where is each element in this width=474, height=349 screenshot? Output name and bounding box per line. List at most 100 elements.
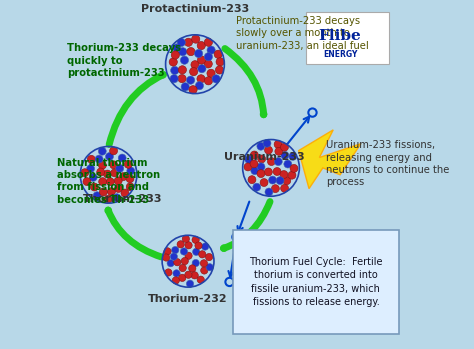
FancyArrowPatch shape bbox=[224, 202, 270, 248]
Circle shape bbox=[106, 178, 114, 186]
Circle shape bbox=[253, 183, 261, 191]
Circle shape bbox=[281, 151, 289, 159]
Circle shape bbox=[108, 188, 115, 196]
Polygon shape bbox=[299, 130, 361, 188]
Circle shape bbox=[258, 155, 265, 163]
Text: Natural thorium
absorbs a neutron
from fission and
becomes Th-233: Natural thorium absorbs a neutron from f… bbox=[57, 157, 160, 205]
Circle shape bbox=[186, 76, 195, 84]
Circle shape bbox=[284, 160, 292, 168]
Circle shape bbox=[186, 280, 194, 287]
Circle shape bbox=[181, 56, 189, 64]
Circle shape bbox=[111, 169, 118, 177]
FancyBboxPatch shape bbox=[233, 230, 399, 334]
Circle shape bbox=[192, 236, 199, 244]
Circle shape bbox=[194, 50, 203, 58]
Circle shape bbox=[103, 170, 111, 178]
Circle shape bbox=[177, 38, 185, 46]
Circle shape bbox=[260, 179, 268, 186]
Circle shape bbox=[264, 168, 273, 176]
Circle shape bbox=[184, 38, 192, 46]
FancyArrowPatch shape bbox=[109, 74, 164, 144]
Circle shape bbox=[275, 147, 283, 155]
Circle shape bbox=[280, 171, 288, 178]
Circle shape bbox=[173, 44, 181, 52]
Circle shape bbox=[172, 277, 180, 284]
Circle shape bbox=[93, 192, 101, 200]
Circle shape bbox=[257, 163, 265, 171]
Circle shape bbox=[204, 77, 212, 85]
Circle shape bbox=[87, 165, 94, 173]
Circle shape bbox=[181, 258, 188, 265]
FancyArrowPatch shape bbox=[108, 210, 161, 257]
Circle shape bbox=[109, 161, 118, 169]
Circle shape bbox=[178, 66, 186, 74]
Circle shape bbox=[283, 177, 291, 185]
Circle shape bbox=[267, 158, 275, 165]
Circle shape bbox=[173, 259, 181, 266]
Text: ENERGY: ENERGY bbox=[323, 50, 357, 59]
Circle shape bbox=[97, 168, 105, 176]
Circle shape bbox=[204, 38, 212, 46]
Circle shape bbox=[173, 270, 180, 277]
Circle shape bbox=[167, 260, 174, 267]
FancyBboxPatch shape bbox=[306, 12, 389, 64]
Circle shape bbox=[290, 164, 298, 172]
Circle shape bbox=[81, 169, 89, 177]
Circle shape bbox=[181, 83, 189, 91]
Circle shape bbox=[87, 155, 95, 163]
Circle shape bbox=[204, 53, 212, 61]
Text: Flibe: Flibe bbox=[319, 29, 362, 44]
Circle shape bbox=[113, 194, 121, 202]
Circle shape bbox=[281, 184, 289, 192]
Circle shape bbox=[177, 241, 184, 248]
Circle shape bbox=[171, 51, 180, 59]
Circle shape bbox=[215, 66, 224, 74]
Circle shape bbox=[195, 242, 202, 249]
Circle shape bbox=[257, 142, 265, 150]
Circle shape bbox=[83, 178, 91, 186]
Circle shape bbox=[192, 259, 200, 267]
Circle shape bbox=[207, 69, 215, 77]
Circle shape bbox=[214, 50, 222, 58]
Circle shape bbox=[273, 168, 281, 176]
Circle shape bbox=[95, 155, 103, 163]
Circle shape bbox=[187, 47, 195, 56]
Circle shape bbox=[126, 183, 134, 191]
Circle shape bbox=[189, 265, 196, 272]
Circle shape bbox=[263, 139, 271, 147]
Text: Thorium-233 decays
quickly to
protactinium-233: Thorium-233 decays quickly to protactini… bbox=[67, 44, 181, 78]
Circle shape bbox=[197, 276, 204, 283]
Circle shape bbox=[179, 47, 187, 56]
Circle shape bbox=[212, 75, 220, 83]
Circle shape bbox=[245, 156, 253, 164]
FancyArrowPatch shape bbox=[225, 49, 264, 115]
Circle shape bbox=[171, 66, 179, 75]
Circle shape bbox=[179, 265, 186, 272]
Circle shape bbox=[244, 163, 252, 171]
Circle shape bbox=[126, 175, 134, 183]
Circle shape bbox=[207, 46, 215, 54]
Circle shape bbox=[274, 140, 282, 148]
Circle shape bbox=[104, 195, 112, 203]
Circle shape bbox=[121, 189, 129, 197]
Circle shape bbox=[98, 147, 106, 155]
Circle shape bbox=[288, 171, 296, 179]
Circle shape bbox=[114, 177, 122, 185]
Text: Uranium-233: Uranium-233 bbox=[224, 152, 304, 162]
Circle shape bbox=[163, 254, 170, 261]
Circle shape bbox=[204, 60, 212, 68]
Circle shape bbox=[272, 185, 279, 193]
Circle shape bbox=[269, 176, 276, 184]
Circle shape bbox=[248, 176, 256, 184]
Circle shape bbox=[180, 248, 188, 255]
Circle shape bbox=[118, 154, 126, 162]
Circle shape bbox=[190, 67, 198, 76]
Text: Thorium-233: Thorium-233 bbox=[82, 194, 162, 204]
Circle shape bbox=[127, 167, 135, 175]
Circle shape bbox=[192, 248, 200, 255]
Circle shape bbox=[216, 58, 224, 66]
Circle shape bbox=[109, 147, 118, 155]
Circle shape bbox=[274, 158, 283, 165]
Circle shape bbox=[250, 160, 258, 168]
Circle shape bbox=[178, 74, 186, 83]
